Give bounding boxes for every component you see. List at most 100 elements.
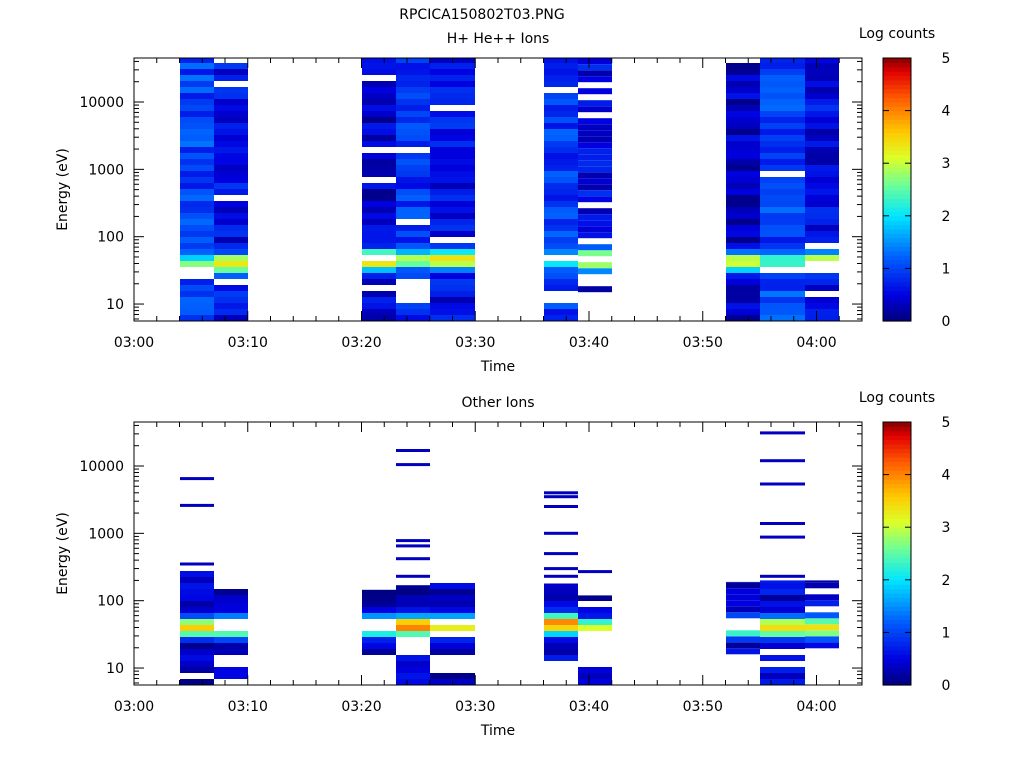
spectrogram-cell [396,183,430,189]
spectrogram-cell [180,69,214,75]
spectrogram-cell [362,129,396,135]
colorbar-segment [883,500,911,506]
spectrogram-cell [760,177,805,183]
colorbar-segment [883,180,911,186]
spectrogram-cell [362,237,396,243]
spectrogram-cell [180,255,214,261]
spectrogram-cell [544,261,578,267]
spectrogram-cell [362,261,396,267]
spectrogram-cell [544,309,578,315]
spectrogram-cell [760,105,805,111]
spectrogram-cell [760,619,805,625]
spectrogram-cell [362,189,396,195]
spectrogram-cell [760,667,805,673]
spectrogram-cell [760,243,805,249]
colorbar-segment [883,307,911,313]
spectrogram-cell [805,219,839,225]
spectrogram-cell [396,303,430,309]
spectrogram-cell [726,105,760,111]
colorbar-segment [883,676,911,682]
spectrogram-cell [544,249,578,255]
spectrogram-cell [396,93,430,99]
spectrogram-cell [214,93,248,99]
colorbar-segment [883,470,911,476]
colorbar-segment [883,592,911,598]
spectrogram-cell [726,279,760,285]
spectrogram-cell [180,619,214,625]
spectrogram-cell [396,129,430,135]
colorbar-segment [883,422,911,427]
spectrogram-cell [362,213,396,219]
spectrogram-line [544,491,578,495]
spectrogram-cell [760,75,805,81]
spectrogram-cell [578,232,612,239]
spectrogram-line [544,505,578,508]
spectrogram-cell [396,63,430,69]
y-tick-label: 10 [106,297,124,313]
colorbar-segment [883,636,911,642]
spectrogram-cell [180,81,214,87]
colorbar-segment [883,250,911,256]
spectrogram-cell [362,273,396,279]
spectrogram-cell [726,213,760,219]
colorbar-segment [883,207,911,213]
colorbar-segment [883,663,911,669]
spectrogram-cell [544,315,578,321]
y-axis-label: Energy (eV) [55,148,71,231]
spectrogram-cell [760,201,805,207]
spectrogram-cell [544,273,578,279]
spectrogram-cell [396,601,430,607]
spectrogram-cell [578,214,612,221]
spectrogram-cell [578,166,612,173]
colorbar-segment [883,426,911,432]
spectrogram-line [180,503,214,507]
colorbar-segment [883,623,911,629]
spectrogram-cell [578,250,612,257]
spectrogram-cell [362,243,396,249]
spectrogram-cell [544,649,578,655]
spectrogram-cell [214,237,248,243]
colorbar-tick-label: 5 [942,415,951,431]
spectrogram-cell [362,279,396,285]
spectrogram-cell [760,165,805,171]
spectrogram-cell [180,279,214,285]
spectrogram-cell [362,315,396,321]
colorbar-label: Log counts [859,26,935,42]
spectrogram-cell [214,273,248,279]
spectrogram-cell [726,630,760,637]
colorbar-segment [883,268,911,274]
colorbar-tick-label: 0 [942,678,951,694]
spectrogram-line [544,531,578,535]
spectrogram-cell [578,625,612,631]
spectrogram-cell [214,613,248,619]
spectrogram-cell [544,75,578,81]
colorbar-tick-label: 2 [942,573,951,589]
spectrogram-cell [430,87,475,93]
spectrogram-cell [805,129,839,135]
colorbar-segment [883,141,911,147]
spectrogram-cell [430,625,475,631]
spectrogram-cell [805,207,839,213]
spectrogram-cell [805,315,839,321]
spectrogram-cell [760,237,805,243]
spectrogram-cell [544,93,578,99]
spectrogram-line [544,574,578,578]
spectrogram-cell [578,76,612,83]
spectrogram-cell [396,207,430,213]
spectrogram-cell [805,600,839,607]
spectrogram-cell [578,154,612,161]
spectrogram-cell [760,285,805,291]
x-tick-label: 03:40 [569,335,609,351]
spectrogram-cell [805,177,839,183]
colorbar-tick-label: 2 [942,209,951,225]
spectrogram-cell [578,679,612,685]
spectrogram-cell [805,171,839,177]
spectrogram-cell [214,225,248,231]
spectrogram-cell [396,273,430,279]
x-tick-label: 03:10 [228,335,268,351]
colorbar-segment [883,123,911,129]
spectrogram-cell [396,255,430,261]
spectrogram-cell [396,87,430,93]
spectrogram-cell [430,201,475,207]
